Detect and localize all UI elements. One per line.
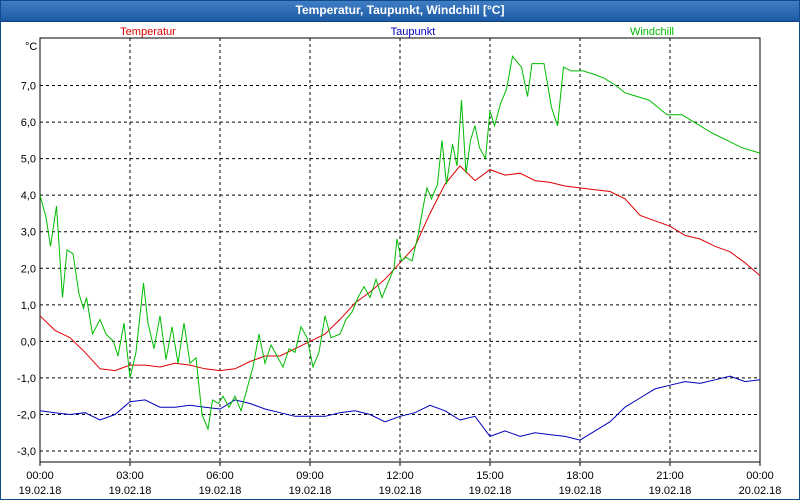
x-tick-time: 09:00 (296, 470, 324, 482)
x-tick-time: 21:00 (656, 470, 684, 482)
y-tick-label: -2,0 (17, 409, 36, 421)
series-line-taupunkt (39, 375, 761, 441)
axis-tick-labels: 7,0 6,0 5,0 4,0 3,0 2,0 1,0 0,0 -1,0 -2,0 -3,0 00:0… (17, 81, 781, 497)
series-line-windchill (39, 55, 761, 431)
legend: Temperatur Taupunkt Windchill (120, 26, 674, 38)
x-tick-date: 19.02.18 (199, 485, 242, 497)
x-tick-time: 00:00 (746, 470, 774, 482)
x-tick-time: 18:00 (566, 470, 594, 482)
y-tick-label: -3,0 (17, 446, 36, 458)
x-tick-date: 19.02.18 (379, 485, 422, 497)
legend-entry-windchill: Windchill (630, 26, 674, 38)
x-tick-date: 19.02.18 (19, 485, 62, 497)
y-tick-label: 6,0 (21, 117, 36, 129)
legend-entry-temperatur: Temperatur (120, 26, 176, 38)
y-tick-label: 5,0 (21, 154, 36, 166)
series-lines (39, 55, 761, 441)
grid-lines (39, 38, 761, 466)
x-tick-date: 19.02.18 (469, 485, 512, 497)
x-tick-time: 06:00 (206, 470, 234, 482)
y-tick-label: 0,0 (21, 336, 36, 348)
y-tick-label: 7,0 (21, 81, 36, 93)
title-bar: Temperatur, Taupunkt, Windchill [°C] (1, 1, 799, 22)
x-tick-date: 19.02.18 (109, 485, 152, 497)
y-tick-label: 2,0 (21, 263, 36, 275)
y-tick-label: 3,0 (21, 227, 36, 239)
series-line-temperatur (39, 165, 761, 372)
x-tick-date: 20.02.18 (739, 485, 782, 497)
x-tick-date: 19.02.18 (559, 485, 602, 497)
x-tick-date: 19.02.18 (289, 485, 332, 497)
x-tick-time: 12:00 (386, 470, 414, 482)
x-tick-time: 15:00 (476, 470, 504, 482)
y-tick-label: 4,0 (21, 190, 36, 202)
y-tick-label: -1,0 (17, 373, 36, 385)
x-tick-time: 03:00 (116, 470, 144, 482)
y-tick-label: 1,0 (21, 300, 36, 312)
x-tick-date: 19.02.18 (649, 485, 692, 497)
chart-title: Temperatur, Taupunkt, Windchill [°C] (295, 3, 505, 17)
legend-entry-taupunkt: Taupunkt (391, 26, 436, 38)
x-tick-time: 00:00 (26, 470, 54, 482)
y-axis-label: °C (25, 41, 37, 53)
plot-border (39, 37, 761, 463)
